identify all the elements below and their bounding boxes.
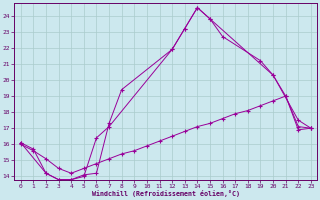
X-axis label: Windchill (Refroidissement éolien,°C): Windchill (Refroidissement éolien,°C): [92, 190, 240, 197]
